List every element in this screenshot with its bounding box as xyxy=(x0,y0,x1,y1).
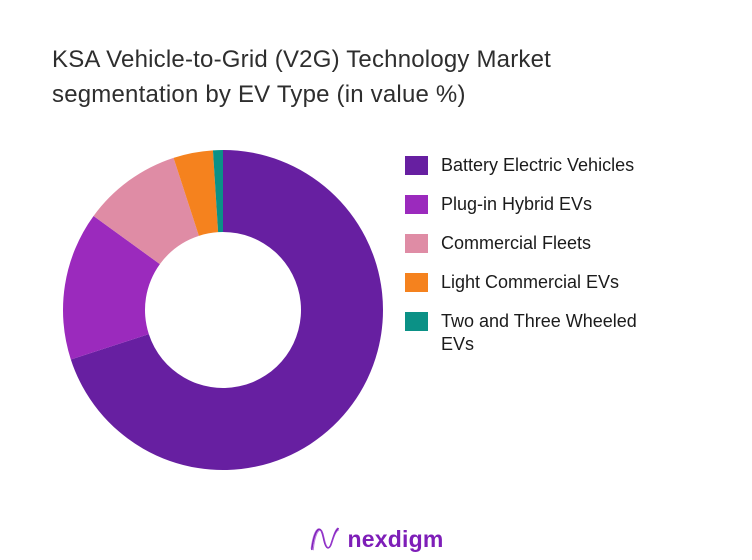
donut-chart xyxy=(62,150,383,471)
legend-label-light-commercial-evs: Light Commercial EVs xyxy=(441,272,620,292)
legend-label-two-and-three-wheeled-evs: Two and Three Wheeled EVs xyxy=(441,311,637,354)
nexdigm-logo-text: nexdigm xyxy=(347,525,444,552)
legend-item-plug-in-hybrid-evs: Plug-in Hybrid EVs xyxy=(405,193,705,216)
chart-legend: Battery Electric Vehicles Plug-in Hybrid … xyxy=(405,154,705,372)
legend-item-commercial-fleets: Commercial Fleets xyxy=(405,232,705,255)
legend-label-commercial-fleets: Commercial Fleets xyxy=(441,233,592,253)
legend-item-light-commercial-evs: Light Commercial EVs xyxy=(405,271,705,294)
legend-swatch-commercial-fleets xyxy=(405,234,428,253)
legend-label-plug-in-hybrid-evs: Plug-in Hybrid EVs xyxy=(441,194,593,214)
donut-slice-battery-electric-vehicles xyxy=(70,150,383,471)
legend-item-battery-electric-vehicles: Battery Electric Vehicles xyxy=(405,154,705,177)
legend-label-battery-electric-vehicles: Battery Electric Vehicles xyxy=(441,155,635,175)
chart-title: KSA Vehicle-to-Grid (V2G) Technology Mar… xyxy=(52,46,552,108)
legend-swatch-light-commercial-evs xyxy=(405,273,428,292)
footer-logo: nexdigm xyxy=(0,524,752,554)
nexdigm-logo-icon xyxy=(310,527,339,551)
legend-swatch-plug-in-hybrid-evs xyxy=(405,195,428,214)
donut-slice-plug-in-hybrid-evs xyxy=(62,215,160,360)
donut-slice-two-and-three-wheeled-evs xyxy=(212,150,223,233)
donut-slice-commercial-fleets xyxy=(93,157,199,265)
donut-slice-light-commercial-evs xyxy=(173,150,219,236)
legend-swatch-battery-electric-vehicles xyxy=(405,156,428,175)
legend-item-two-and-three-wheeled-evs: Two and Three Wheeled EVs xyxy=(405,310,705,356)
legend-swatch-two-and-three-wheeled-evs xyxy=(405,312,428,331)
